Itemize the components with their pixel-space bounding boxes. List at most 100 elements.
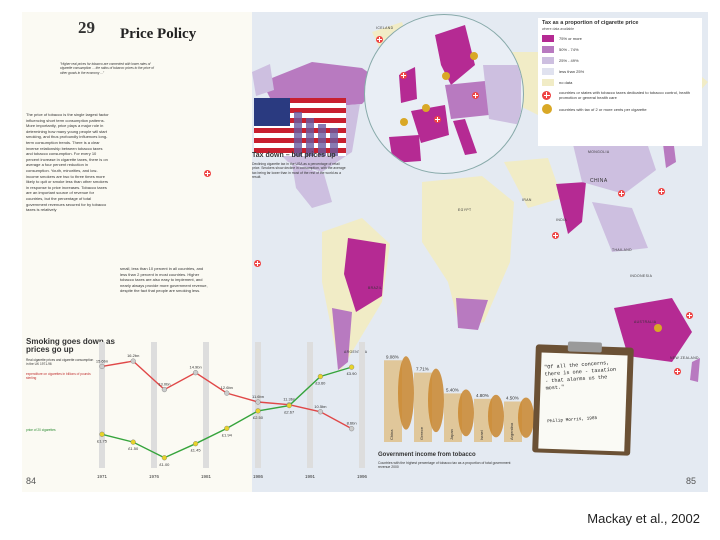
map-legend: Tax as a proportion of cigarette price w… [538,18,702,146]
map-cross-icon [618,190,625,197]
data-point [317,409,324,415]
left-page-number: 84 [26,476,37,486]
data-label: £1.45 [191,448,202,453]
europe-inset [364,14,524,174]
gov-income-value: 7.71% [416,367,429,372]
red-cross-icon [542,90,551,100]
legend-entry: less than 25% [542,68,702,75]
chart-subtitle: Real cigarette prices and cigarette cons… [26,358,94,367]
legend-title: Tax as a proportion of cigarette price [542,20,639,26]
line-chart: 1971 1976 1981 1986 1991 1996 15.6bn 16.2bn 13.0… [96,342,368,479]
legend-subtitle: where data available [542,27,575,31]
data-point [192,441,199,447]
clipboard: "Of all the concerns, there is one - tax… [532,341,634,456]
coin-bars: 9.08% China 7.71% Greece 5.40% Japan 4.80% Isra… [384,354,534,442]
legend-swatch [542,46,554,53]
legend-entry: 50% - 74% [542,46,702,53]
map-label-argentina: ARGENTINA [344,350,368,354]
body-text-col2: small, less than 10 percent in all count… [120,266,208,294]
intro-quote: "Higher real prices for tobacco are conn… [60,62,154,75]
map-cross-icon [686,312,693,319]
world-map [252,22,708,382]
gov-income-bar [504,401,522,442]
europe-inset-map [389,25,521,163]
map-alaska [252,64,274,96]
legend-entry: countries or states with tobacco taxes d… [542,90,702,100]
gov-income-bar [444,393,462,442]
chapter-number: 29 [78,18,95,37]
gov-income-value: 4.50% [506,396,519,401]
x-tick-label: 1971 [97,474,108,479]
data-point [192,370,199,376]
coin-stack [488,394,504,438]
legend-entry: no data [542,79,702,86]
map-coin-icon [442,72,450,80]
map-mid-east [504,158,562,208]
gov-income-bar [414,372,432,442]
map-label-egypt: EGYPT [458,208,472,212]
data-label: 14.9bn [189,365,201,370]
legend-label: 50% - 74% [559,47,579,52]
data-point [349,364,355,370]
usa-tax-inset [254,98,346,156]
data-label: £3.90 [347,371,358,376]
map-southern-africa [456,298,488,330]
map-cross-icon [658,188,665,195]
usa-flag-bars [254,98,346,156]
data-point [161,386,168,393]
legend-label: countries with tax of 2 or more cents pe… [559,106,647,112]
map-coin-icon [470,52,478,60]
gov-income-bar [474,398,492,442]
map-central-europe [445,81,489,119]
gov-income-title: Government income from tobacco [378,452,476,458]
gov-income-value: 5.40% [446,387,459,392]
data-point [99,363,105,370]
map-cross-icon [472,92,479,99]
data-point [286,402,292,409]
legend-entry: 75% or more [542,35,702,42]
map-se-asia [592,202,648,252]
data-point [317,373,324,380]
right-page-number: 85 [686,476,697,486]
chart-legend-price: price of 20 cigarettes [26,428,56,432]
chart-legend-expenditure: expenditure on cigarettes in billions of… [26,372,91,381]
x-tick-label: 1991 [305,474,316,479]
legend-entry: countries with tax of 2 or more cents pe… [542,104,702,114]
map-france [411,105,449,143]
map-argentina [332,308,352,370]
x-tick-label: 1976 [149,474,160,479]
legend-entry: 25% - 49% [542,57,702,64]
data-point [255,408,261,414]
data-label: £1.94 [222,432,233,437]
map-cross-icon [400,72,407,79]
gov-income-label: China [389,429,394,440]
chart-title: Smoking goes down as prices go up [26,337,115,354]
price-line [101,366,352,459]
coins-bar-chart: 9.08% China 7.71% Greece 5.40% Japan 4.80% Isra… [378,342,540,450]
clipboard-quote: "Of all the concerns, there is one - tax… [543,360,617,392]
data-point [224,425,230,431]
x-tick-label: 1981 [201,474,212,479]
coin-stack [458,389,474,437]
data-point [161,455,168,461]
map-eastern-europe [483,65,521,125]
gov-income-bar [384,360,402,442]
map-label-india: INDIA [556,218,568,222]
legend-label: 75% or more [559,36,582,41]
legend-swatch [542,68,554,75]
data-label: 12.6bn [221,385,233,390]
map-cross-icon [376,36,383,43]
data-point [255,399,261,405]
data-point [224,390,230,396]
map-iberia [389,135,421,163]
map-india [556,182,586,234]
gov-income-label: Greece [419,426,424,440]
data-label: £2.67 [284,410,295,415]
data-label: £1.00 [159,462,170,467]
map-label-iceland: ICELAND [376,26,394,30]
gov-income-value: 9.08% [386,354,399,359]
map-label-australia: AUSTRALIA [634,320,657,324]
data-label: £3.60 [315,381,326,386]
legend-swatch [542,35,554,42]
page-title: Price Policy [120,26,197,42]
